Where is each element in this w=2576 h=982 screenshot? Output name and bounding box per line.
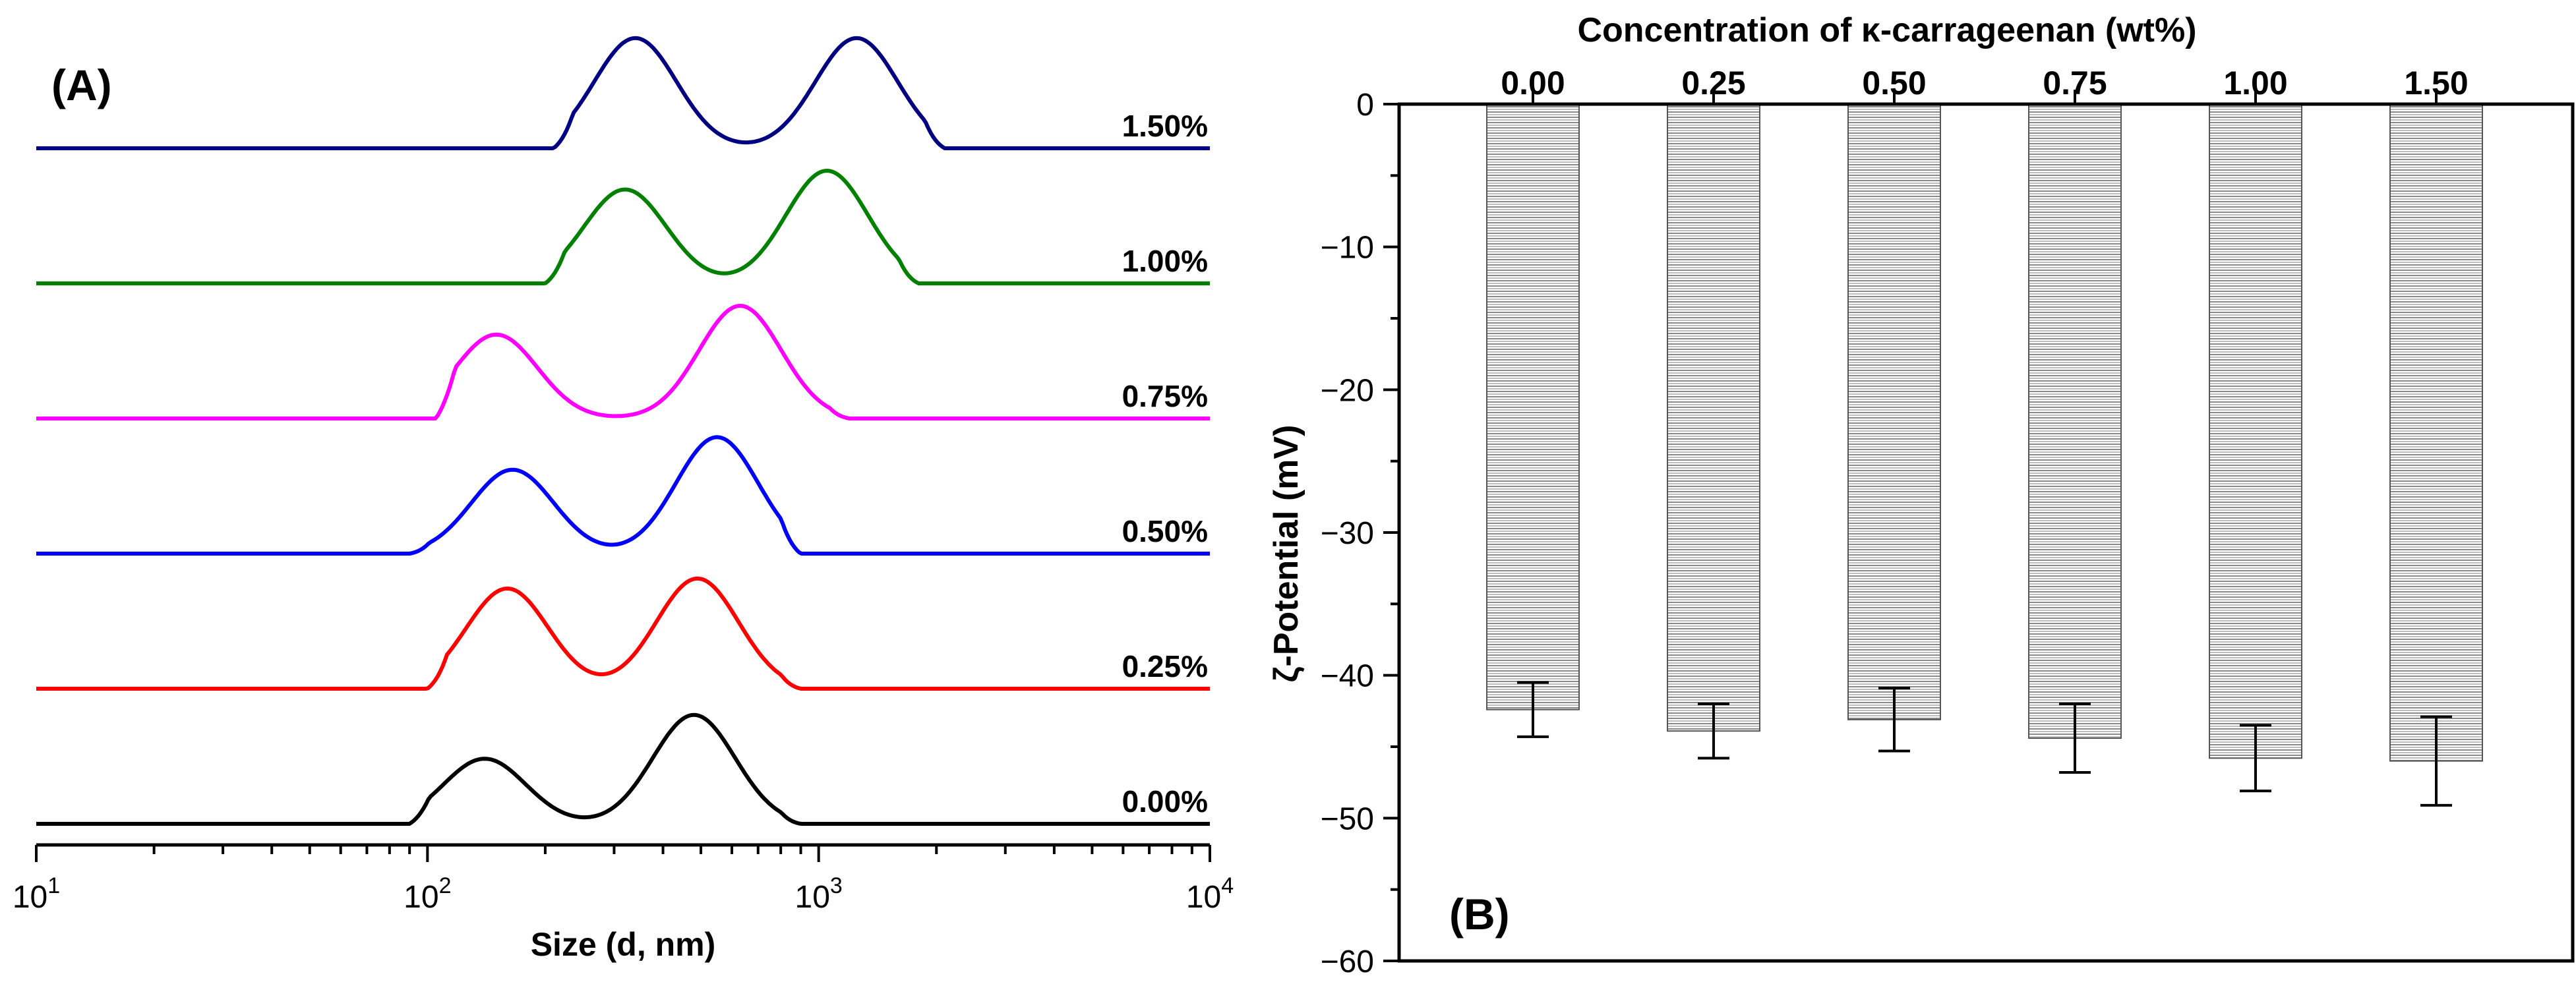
y-tick-label: −60 [1321, 944, 1374, 979]
axis-ticks: 0.00 0.25 0.50 0.75 1.00 1.50 0 −10 −20 −30 −40 −50… [1321, 65, 2469, 979]
series-label: 0.25% [1122, 649, 1208, 683]
panel-b-label: (B) [1449, 890, 1510, 939]
curve-0.25% [36, 576, 1210, 691]
category-label: 0.50 [1862, 65, 1926, 101]
curve-0.50% [36, 435, 1210, 556]
size-distribution-curves [36, 36, 1210, 826]
category-label: 0.75 [2043, 65, 2107, 101]
category-label: 0.25 [1681, 65, 1745, 101]
bar-0.75 [2028, 103, 2122, 739]
curve-0.00% [36, 712, 1210, 826]
bar-1.00 [2209, 103, 2302, 759]
bar-1.50 [2389, 103, 2483, 762]
curve-0.75% [36, 304, 1210, 420]
bar-0.00 [1486, 103, 1580, 710]
y-tick-label: −10 [1321, 231, 1374, 266]
x-axis-label: Size (d, nm) [531, 926, 716, 963]
panel-b: Concentration of κ-carrageenan (wt%) ζ-P… [1267, 11, 2575, 979]
bars [1486, 103, 2483, 807]
x-tick-label: 103 [795, 873, 843, 915]
x-axis-ticks: 101 102 103 104 [13, 845, 1234, 915]
y-tick-label: −50 [1321, 801, 1374, 836]
panel-a-label: (A) [51, 61, 112, 109]
series-labels: 0.00% 0.25% 0.50% 0.75% 1.00% 1.50% [1122, 109, 1208, 819]
y-axis-label: ζ-Potential (mV) [1267, 425, 1305, 683]
y-tick-label: 0 [1356, 88, 1374, 123]
y-tick-label: −30 [1321, 516, 1374, 551]
bar-0.25 [1667, 103, 1760, 732]
bar-0.50 [1847, 103, 1941, 720]
series-label: 1.00% [1122, 244, 1208, 278]
curve-1.50% [36, 36, 1210, 150]
y-tick-label: −40 [1321, 659, 1374, 694]
panel-a: (A) 0.00%0.25%0.50%0.75%1.00%1.50% 101 10… [13, 36, 1234, 963]
x-tick-label: 104 [1186, 873, 1234, 915]
x-tick-label: 102 [404, 873, 451, 915]
series-label: 0.75% [1122, 379, 1208, 413]
category-label: 0.00 [1501, 65, 1565, 101]
y-tick-label: −20 [1321, 373, 1374, 408]
series-label: 1.50% [1122, 109, 1208, 143]
category-label: 1.00 [2223, 65, 2287, 101]
curve-1.00% [36, 169, 1210, 285]
category-label: 1.50 [2404, 65, 2468, 101]
series-label: 0.00% [1122, 784, 1208, 819]
series-label: 0.50% [1122, 514, 1208, 548]
x-tick-label: 101 [13, 873, 60, 915]
chart-title: Concentration of κ-carrageenan (wt%) [1577, 11, 2196, 49]
